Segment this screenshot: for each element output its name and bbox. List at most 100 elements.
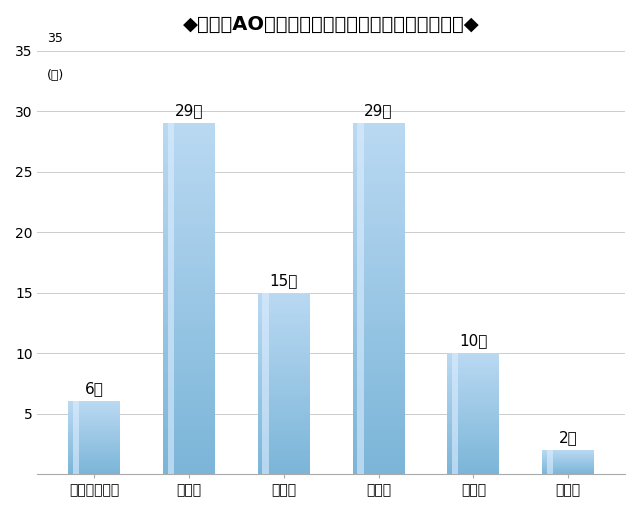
Bar	[68, 464, 120, 465]
Bar	[258, 368, 310, 370]
Bar	[68, 428, 120, 429]
Bar	[353, 430, 404, 435]
Bar	[447, 473, 499, 474]
Bar	[447, 444, 499, 445]
Bar	[447, 360, 499, 362]
Bar	[353, 259, 404, 264]
Bar	[353, 163, 404, 167]
Bar	[258, 460, 310, 463]
Bar	[163, 382, 215, 387]
Bar	[258, 372, 310, 374]
Bar	[447, 441, 499, 442]
Bar	[353, 158, 404, 163]
Bar	[447, 356, 499, 357]
Bar	[447, 387, 499, 388]
Bar	[447, 433, 499, 435]
Bar	[258, 379, 310, 381]
Bar	[68, 434, 120, 435]
Bar	[353, 470, 404, 474]
Text: 15校: 15校	[269, 273, 298, 288]
Bar	[353, 325, 404, 329]
Bar	[353, 465, 404, 470]
Bar	[163, 443, 215, 447]
Bar	[163, 207, 215, 211]
Bar	[68, 414, 120, 415]
Bar	[447, 463, 499, 465]
Bar	[447, 368, 499, 370]
Bar	[258, 472, 310, 474]
Bar	[68, 421, 120, 422]
Bar	[353, 369, 404, 373]
Bar	[353, 334, 404, 338]
Bar	[353, 426, 404, 430]
Bar	[163, 365, 215, 369]
Bar	[353, 439, 404, 443]
Bar	[258, 349, 310, 352]
Bar	[258, 422, 310, 424]
Bar	[447, 401, 499, 403]
Bar	[163, 216, 215, 220]
Bar	[163, 163, 215, 167]
Bar	[258, 454, 310, 456]
Bar	[258, 320, 310, 322]
Bar	[258, 470, 310, 472]
Bar	[353, 150, 404, 154]
Bar	[447, 424, 499, 425]
Bar	[258, 426, 310, 429]
Bar	[258, 356, 310, 358]
Bar	[258, 358, 310, 360]
Bar	[353, 321, 404, 325]
Text: 10校: 10校	[459, 333, 488, 348]
Bar	[68, 427, 120, 428]
Bar	[258, 295, 310, 297]
Bar	[163, 158, 215, 163]
Bar	[68, 435, 120, 436]
Bar	[447, 412, 499, 414]
Bar	[258, 302, 310, 304]
Bar	[258, 340, 310, 343]
Bar	[258, 336, 310, 338]
Bar	[163, 338, 215, 343]
Bar	[163, 356, 215, 360]
Bar	[353, 172, 404, 176]
Bar	[163, 439, 215, 443]
Bar	[163, 128, 215, 132]
Bar	[258, 331, 310, 333]
Bar	[258, 442, 310, 444]
Bar	[353, 167, 404, 172]
Bar	[168, 123, 174, 474]
Bar	[258, 419, 310, 422]
Bar	[68, 456, 120, 457]
Bar	[258, 390, 310, 392]
Bar	[163, 198, 215, 202]
Bar	[163, 452, 215, 456]
Bar	[447, 429, 499, 430]
Bar	[258, 465, 310, 467]
Bar	[447, 370, 499, 371]
Bar	[447, 371, 499, 373]
Bar	[353, 189, 404, 194]
Bar	[68, 472, 120, 473]
Bar	[353, 373, 404, 377]
Bar	[353, 185, 404, 189]
Bar	[68, 470, 120, 471]
Bar	[163, 220, 215, 224]
Bar	[353, 360, 404, 365]
Bar	[163, 421, 215, 426]
Bar	[353, 391, 404, 395]
Bar	[353, 268, 404, 272]
Bar	[447, 468, 499, 470]
Bar	[163, 351, 215, 356]
Bar	[258, 399, 310, 401]
Bar	[163, 456, 215, 461]
Bar	[68, 467, 120, 468]
Bar	[258, 392, 310, 395]
Bar	[258, 333, 310, 336]
Bar	[163, 377, 215, 382]
Bar	[353, 435, 404, 439]
Bar	[447, 451, 499, 453]
Bar	[163, 277, 215, 281]
Bar	[447, 466, 499, 468]
Bar	[447, 457, 499, 459]
Bar	[353, 452, 404, 456]
